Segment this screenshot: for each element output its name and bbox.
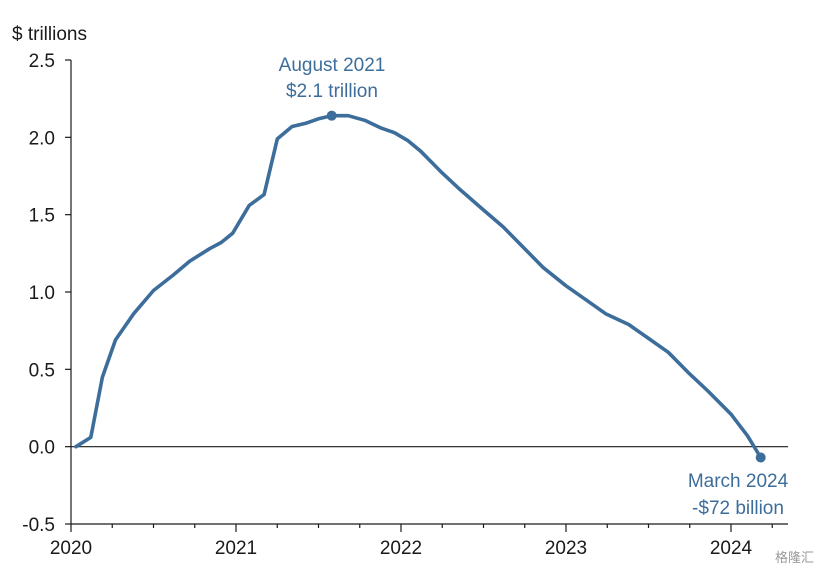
axes: [65, 59, 788, 532]
annotation-end-line1: March 2024: [688, 471, 789, 492]
y-tick-label: 0.0: [29, 438, 55, 459]
y-tick-label: 0.5: [29, 360, 55, 381]
y-tick-label: 2.0: [29, 128, 55, 149]
y-tick-label: 1.0: [29, 283, 55, 304]
y-tick-label: 2.5: [29, 51, 55, 72]
annotation-peak-line1: August 2021: [279, 55, 386, 76]
x-tick-label: 2020: [50, 538, 92, 559]
highlight-markers: [326, 110, 766, 463]
y-tick-label: 1.5: [29, 206, 55, 227]
series-line: [74, 113, 763, 460]
end-marker: [755, 452, 766, 463]
y-axis-label: $ trillions: [12, 24, 87, 45]
watermark: 格隆汇: [774, 551, 814, 566]
x-tick-label: 2022: [380, 538, 422, 559]
x-tick-label: 2023: [545, 538, 587, 559]
peak-marker: [326, 110, 337, 121]
y-tick-label: -0.5: [22, 515, 55, 536]
x-tick-label: 2021: [215, 538, 257, 559]
x-tick-label: 2024: [710, 538, 753, 559]
annotation-end-line2: -$72 billion: [692, 498, 784, 519]
annotation-peak-line2: $2.1 trillion: [286, 81, 378, 102]
